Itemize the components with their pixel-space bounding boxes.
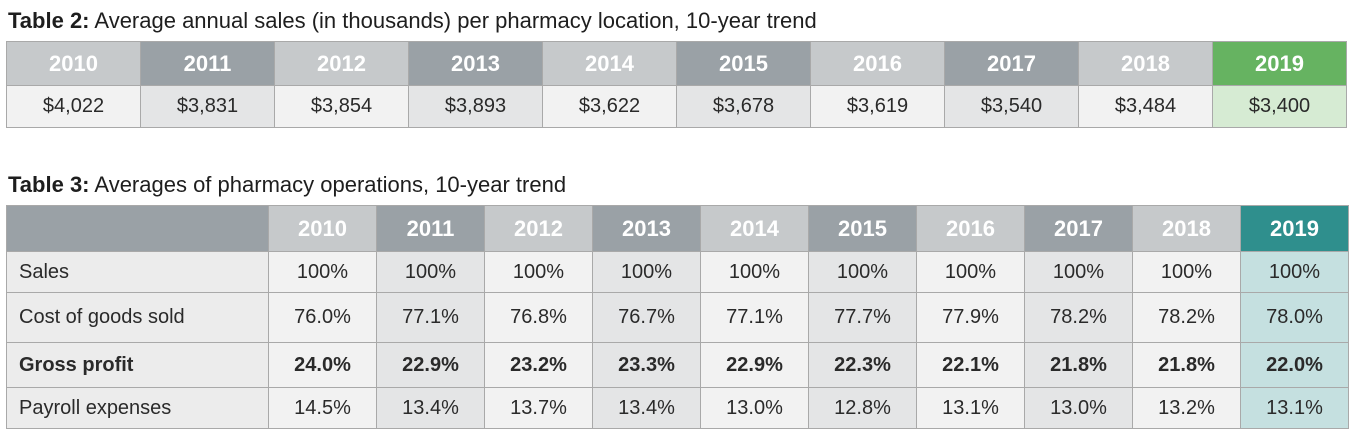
- table3-year-header: 2017: [1024, 205, 1133, 252]
- table3-year-header: 2012: [484, 205, 593, 252]
- table3-year-header: 2013: [592, 205, 701, 252]
- table3-caption: Table 3: Averages of pharmacy operations…: [8, 172, 566, 198]
- table3-value-cell: 100%: [808, 251, 917, 293]
- table2-annual-sales: 2010 2011 2012 2013 2014 2015 2016 2017 …: [6, 41, 1347, 128]
- table3-value-cell: 12.8%: [808, 387, 917, 429]
- table3-value-cell: 78.2%: [1024, 292, 1133, 343]
- table3-row-label: Gross profit: [6, 342, 269, 388]
- table3-value-cell: 100%: [376, 251, 485, 293]
- table2-year-header: 2016: [810, 41, 945, 86]
- table2-year-header: 2014: [542, 41, 677, 86]
- table3-value-cell: 13.4%: [592, 387, 701, 429]
- table3-year-header: 2016: [916, 205, 1025, 252]
- table3-row-label: Cost of goods sold: [6, 292, 269, 343]
- table3-value-cell: 21.8%: [1024, 342, 1133, 388]
- table3-value-cell: 22.9%: [700, 342, 809, 388]
- table3-value-cell-highlight: 100%: [1240, 251, 1349, 293]
- table2-values-row: $4,022 $3,831 $3,854 $3,893 $3,622 $3,67…: [6, 85, 1347, 128]
- table3-value-cell: 13.0%: [1024, 387, 1133, 429]
- table3-value-cell: 76.8%: [484, 292, 593, 343]
- table3-value-cell: 100%: [916, 251, 1025, 293]
- table2-year-header-highlight: 2019: [1212, 41, 1347, 86]
- table3-row-label: Payroll expenses: [6, 387, 269, 429]
- table3-year-header: 2018: [1132, 205, 1241, 252]
- table3-operations: 2010 2011 2012 2013 2014 2015 2016 2017 …: [6, 205, 1349, 429]
- table2-year-header: 2015: [676, 41, 811, 86]
- table3-value-cell: 23.3%: [592, 342, 701, 388]
- table2-year-header: 2013: [408, 41, 543, 86]
- table3-value-cell: 77.1%: [376, 292, 485, 343]
- table2-sales-cell: $3,678: [676, 85, 811, 128]
- table3-year-header: 2015: [808, 205, 917, 252]
- table3-value-cell: 77.9%: [916, 292, 1025, 343]
- table3-year-header: 2011: [376, 205, 485, 252]
- table3-value-cell: 76.7%: [592, 292, 701, 343]
- table3-value-cell: 13.7%: [484, 387, 593, 429]
- table2-sales-cell-highlight: $3,400: [1212, 85, 1347, 128]
- table3-value-cell: 100%: [592, 251, 701, 293]
- table3-row-cost-of-goods-sold: Cost of goods sold 76.0% 77.1% 76.8% 76.7% 77…: [6, 292, 1349, 343]
- table3-caption-label: Table 3:: [8, 172, 90, 197]
- table3-row-payroll-expenses: Payroll expenses 14.5% 13.4% 13.7% 13.4% 13.0…: [6, 387, 1349, 429]
- table2-sales-cell: $3,893: [408, 85, 543, 128]
- table3-value-cell: 77.7%: [808, 292, 917, 343]
- table2-sales-cell: $3,484: [1078, 85, 1213, 128]
- table3-value-cell: 13.0%: [700, 387, 809, 429]
- table3-row-sales: Sales 100% 100% 100% 100% 100% 100% 100% 100% 100…: [6, 251, 1349, 293]
- table2-sales-cell: $3,622: [542, 85, 677, 128]
- table3-row-label: Sales: [6, 251, 269, 293]
- table2-sales-cell: $3,540: [944, 85, 1079, 128]
- table3-value-cell: 21.8%: [1132, 342, 1241, 388]
- table3-value-cell: 76.0%: [268, 292, 377, 343]
- table3-value-cell: 13.2%: [1132, 387, 1241, 429]
- table2-caption: Table 2: Average annual sales (in thousa…: [8, 8, 817, 34]
- table2-caption-text: Average annual sales (in thousands) per …: [89, 8, 817, 33]
- table3-year-header-highlight: 2019: [1240, 205, 1349, 252]
- table3-value-cell: 13.4%: [376, 387, 485, 429]
- table3-value-cell: 23.2%: [484, 342, 593, 388]
- table2-header-row: 2010 2011 2012 2013 2014 2015 2016 2017 …: [6, 41, 1347, 86]
- table3-caption-text: Averages of pharmacy operations, 10-year…: [89, 172, 567, 197]
- table3-value-cell: 100%: [1024, 251, 1133, 293]
- table3-value-cell-highlight: 78.0%: [1240, 292, 1349, 343]
- table3-value-cell: 100%: [268, 251, 377, 293]
- table2-sales-cell: $3,854: [274, 85, 409, 128]
- table3-header-row: 2010 2011 2012 2013 2014 2015 2016 2017 …: [6, 205, 1349, 252]
- table2-sales-cell: $3,831: [140, 85, 275, 128]
- table3-value-cell: 13.1%: [916, 387, 1025, 429]
- table2-year-header: 2018: [1078, 41, 1213, 86]
- table2-year-header: 2010: [6, 41, 141, 86]
- table3-value-cell: 14.5%: [268, 387, 377, 429]
- table3-value-cell: 22.3%: [808, 342, 917, 388]
- table3-value-cell-highlight: 22.0%: [1240, 342, 1349, 388]
- table2-sales-cell: $4,022: [6, 85, 141, 128]
- table3-row-gross-profit: Gross profit 24.0% 22.9% 23.2% 23.3% 22.9% 22.…: [6, 342, 1349, 388]
- table3-year-header: 2010: [268, 205, 377, 252]
- table2-year-header: 2011: [140, 41, 275, 86]
- table3-value-cell: 78.2%: [1132, 292, 1241, 343]
- table3-value-cell: 22.1%: [916, 342, 1025, 388]
- table3-year-header: 2014: [700, 205, 809, 252]
- table3-value-cell: 24.0%: [268, 342, 377, 388]
- table3-value-cell: 22.9%: [376, 342, 485, 388]
- table2-sales-cell: $3,619: [810, 85, 945, 128]
- table3-value-cell: 100%: [1132, 251, 1241, 293]
- table3-value-cell: 100%: [700, 251, 809, 293]
- table2-year-header: 2012: [274, 41, 409, 86]
- table2-caption-label: Table 2:: [8, 8, 90, 33]
- table3-value-cell: 77.1%: [700, 292, 809, 343]
- table3-corner-header: [6, 205, 269, 252]
- table3-value-cell-highlight: 13.1%: [1240, 387, 1349, 429]
- table3-value-cell: 100%: [484, 251, 593, 293]
- table2-year-header: 2017: [944, 41, 1079, 86]
